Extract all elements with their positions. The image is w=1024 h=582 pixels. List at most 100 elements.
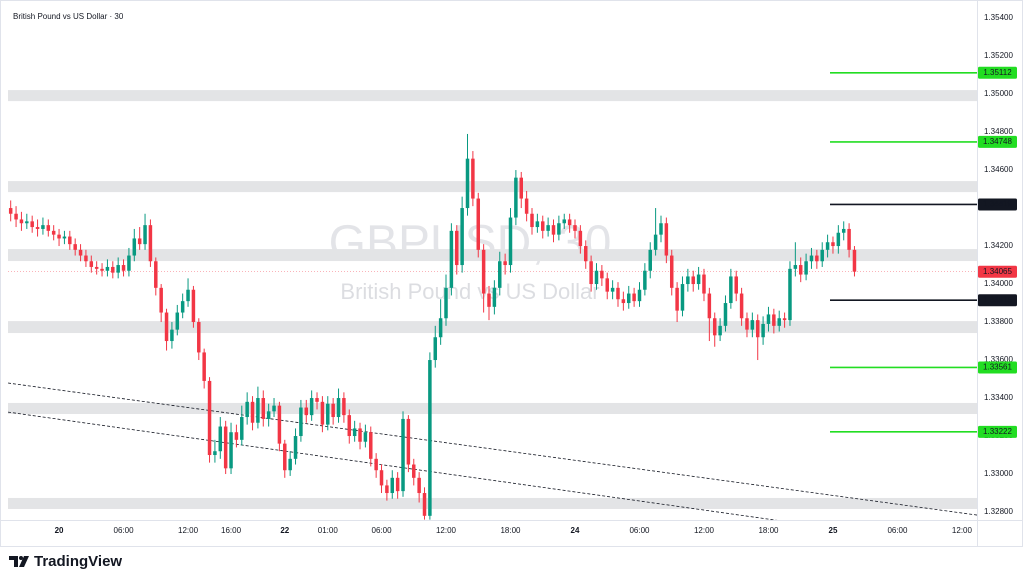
trend-line <box>8 411 778 520</box>
candle-body <box>14 213 18 220</box>
candle-body <box>78 249 83 256</box>
candle-body <box>772 314 776 326</box>
candle-body <box>116 265 120 273</box>
current-price-label-box <box>978 265 1017 278</box>
candle-body <box>369 432 373 459</box>
candle-body <box>831 242 835 247</box>
logo-mark <box>9 556 18 567</box>
candle-body <box>680 284 685 311</box>
candle-body <box>347 415 352 437</box>
level-label-box <box>978 425 1017 438</box>
x-tick-label: 06:00 <box>114 526 135 535</box>
candle-body <box>223 426 228 469</box>
candle-body <box>777 318 781 326</box>
level-label-box <box>978 361 1017 374</box>
y-tick-label: 1.33800 <box>984 317 1013 326</box>
candle-body <box>782 318 787 321</box>
watermark-subtitle: British Pound vs US Dollar <box>340 279 599 304</box>
candle-body <box>229 432 233 469</box>
candle-body <box>723 303 728 326</box>
candle-body <box>121 265 126 271</box>
level-label: 1.35112 <box>983 68 1012 77</box>
sr-zone <box>8 181 977 193</box>
candle-body <box>825 242 830 250</box>
candle-body <box>8 208 13 214</box>
candle-body <box>342 398 346 416</box>
y-tick-label: 1.33000 <box>984 469 1013 478</box>
candle-body <box>41 225 45 229</box>
x-tick-label: 12:00 <box>436 526 457 535</box>
candle-body <box>401 418 405 492</box>
x-tick-label: 22 <box>280 526 289 535</box>
y-tick-label: 1.35000 <box>984 89 1013 98</box>
candle-body <box>519 177 523 199</box>
candle-body <box>503 261 507 266</box>
candle-body <box>299 407 303 437</box>
candle-body <box>804 261 808 275</box>
candle-body <box>272 405 276 412</box>
sr-zone <box>8 321 977 334</box>
candle-body <box>234 432 239 440</box>
candle-body <box>352 428 357 437</box>
level-label-box <box>978 66 1017 79</box>
level-label: 1.33561 <box>983 363 1012 372</box>
candle-body <box>438 318 443 338</box>
candle-body <box>428 360 432 516</box>
current-price-label: 1.34065 <box>983 267 1012 276</box>
candle-body <box>664 223 669 256</box>
candle-body <box>256 398 260 423</box>
candle-body <box>412 464 416 478</box>
candle-body <box>62 236 67 239</box>
logo-dot <box>19 556 23 560</box>
candle-body <box>514 177 518 218</box>
candle-body <box>696 274 701 285</box>
x-tick-label: 18:00 <box>758 526 779 535</box>
candle-body <box>557 223 561 235</box>
candle-body <box>761 323 765 338</box>
candle-body <box>707 293 712 319</box>
candle-body <box>444 287 448 319</box>
candle-body <box>755 320 760 338</box>
y-tick-label: 1.34200 <box>984 241 1013 250</box>
candle-body <box>261 398 266 419</box>
candle-body <box>148 225 153 262</box>
x-tick-label: 24 <box>571 526 580 535</box>
candle-body <box>653 234 658 250</box>
candle-body <box>309 398 314 416</box>
candle-body <box>691 276 695 285</box>
x-tick-label: 18:00 <box>500 526 521 535</box>
candle-body <box>105 266 110 271</box>
candle-body <box>379 470 384 486</box>
level-label: 1.34748 <box>983 137 1012 146</box>
level-label-box <box>978 135 1017 148</box>
y-tick-label: 1.33600 <box>984 355 1013 364</box>
x-tick-label: 25 <box>829 526 838 535</box>
candle-body <box>170 329 174 342</box>
candle-body <box>750 320 755 330</box>
candle-body <box>25 221 29 224</box>
candle-body <box>594 270 599 285</box>
candle-body <box>433 337 438 361</box>
candle-body <box>793 265 798 269</box>
y-tick-label: 1.34600 <box>984 165 1013 174</box>
level-label-box <box>978 294 1017 307</box>
candle-body <box>374 458 378 471</box>
candle-body <box>669 255 674 288</box>
candle-body <box>94 266 99 269</box>
candle-body <box>589 261 593 285</box>
candle-body <box>847 228 851 250</box>
candle-body <box>551 225 556 235</box>
y-tick-label: 1.32800 <box>984 507 1013 516</box>
candle-body <box>358 428 362 442</box>
candle-body <box>326 403 330 425</box>
y-tick-label: 1.35400 <box>984 13 1013 22</box>
candle-body <box>578 230 583 247</box>
candle-body <box>616 287 620 300</box>
candle-body <box>180 301 185 313</box>
x-tick-label: 12:00 <box>694 526 715 535</box>
level-label-box <box>978 198 1017 211</box>
x-tick-label: 06:00 <box>887 526 908 535</box>
logo-mark <box>19 556 29 567</box>
candle-body <box>498 261 502 288</box>
